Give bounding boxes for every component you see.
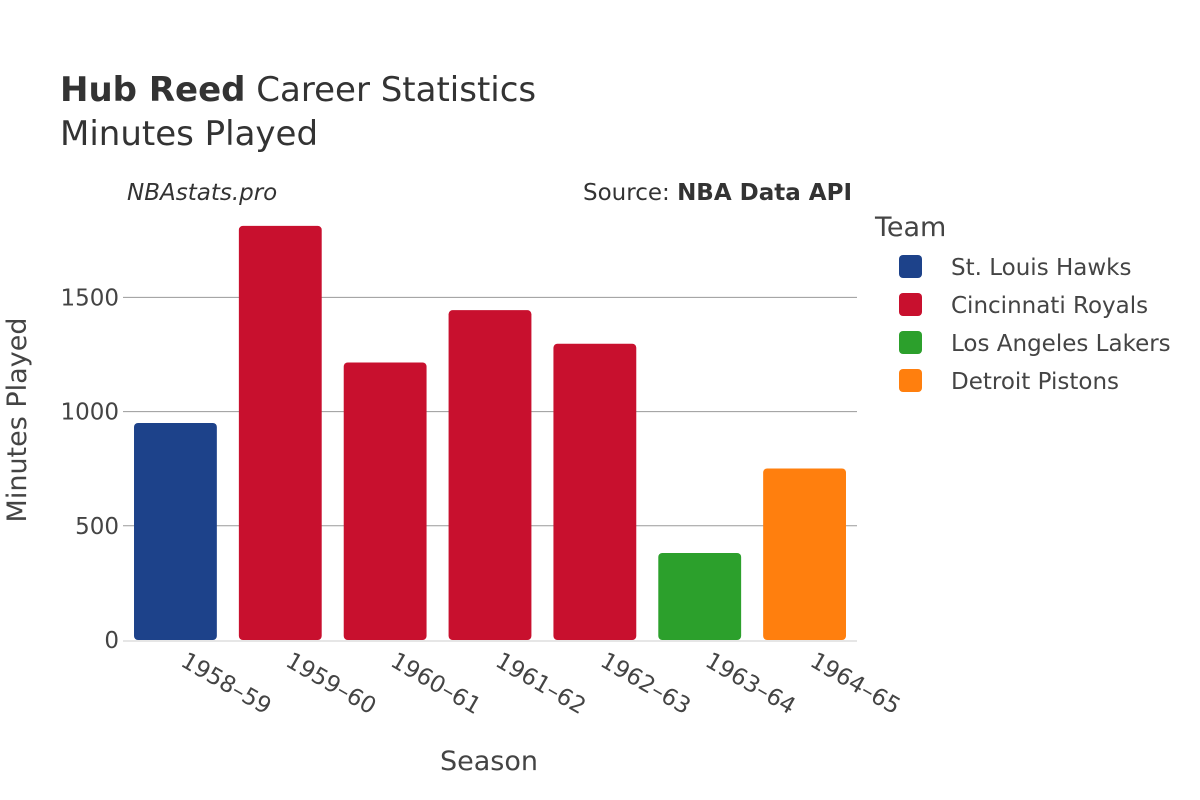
bars xyxy=(134,225,846,641)
watermark: NBAstats.pro xyxy=(127,180,277,206)
legend-item: Detroit Pistons xyxy=(899,369,1119,395)
y-axis-title: Minutes Played xyxy=(2,318,33,523)
y-tick-label: 0 xyxy=(104,628,119,654)
chart-subtitle: Minutes Played xyxy=(60,114,319,154)
y-tick-label: 500 xyxy=(75,514,119,540)
source-prefix: Source: xyxy=(583,180,677,206)
player-name: Hub Reed xyxy=(60,70,246,110)
legend-title: Team xyxy=(874,212,946,243)
bar-1963–64 xyxy=(658,552,742,640)
x-tick-label: 1959–60 xyxy=(281,648,380,720)
y-tick-labels: 0 500 1000 1500 xyxy=(60,285,119,654)
x-tick-label: 1964–65 xyxy=(806,648,905,720)
legend-item: Cincinnati Royals xyxy=(899,293,1148,319)
chart-title-block: Hub Reed Career Statistics Minutes Playe… xyxy=(60,68,536,156)
title-suffix: Career Statistics xyxy=(256,70,537,110)
bar-1961–62 xyxy=(448,310,532,640)
x-tick-label: 1962–63 xyxy=(596,648,695,720)
x-tick-labels: 1958–59 1959–60 1960–61 1961–62 1962–63 1963–… xyxy=(176,648,904,720)
source-label: Source: NBA Data API xyxy=(583,180,852,206)
legend-swatch xyxy=(899,293,922,316)
x-tick-label: 1960–61 xyxy=(386,648,485,720)
legend-item: St. Louis Hawks xyxy=(899,255,1132,281)
bar-1960–61 xyxy=(343,362,427,640)
source-name: NBA Data API xyxy=(677,180,852,206)
y-tick-label: 1000 xyxy=(60,400,119,426)
legend-swatch xyxy=(899,331,922,354)
bar-1959–60 xyxy=(238,225,322,641)
legend-label: St. Louis Hawks xyxy=(951,255,1132,281)
x-axis-title: Season xyxy=(440,746,538,777)
legend-label: Cincinnati Royals xyxy=(951,293,1148,319)
legend-swatch xyxy=(899,255,922,278)
x-tick-label: 1958–59 xyxy=(176,648,275,720)
x-tick-label: 1963–64 xyxy=(701,648,800,720)
bar-1962–63 xyxy=(553,343,637,640)
legend-label: Los Angeles Lakers xyxy=(951,331,1171,357)
legend: St. Louis Hawks Cincinnati Royals Los Ange… xyxy=(899,255,1171,395)
legend-label: Detroit Pistons xyxy=(951,369,1119,395)
legend-swatch xyxy=(899,369,922,392)
bar-1958–59 xyxy=(134,423,217,640)
legend-item: Los Angeles Lakers xyxy=(899,331,1171,357)
chart-title: Hub Reed Career Statistics xyxy=(60,68,536,112)
x-tick-label: 1961–62 xyxy=(491,648,590,720)
y-tick-label: 1500 xyxy=(60,285,119,311)
bar-1964–65 xyxy=(763,468,846,640)
